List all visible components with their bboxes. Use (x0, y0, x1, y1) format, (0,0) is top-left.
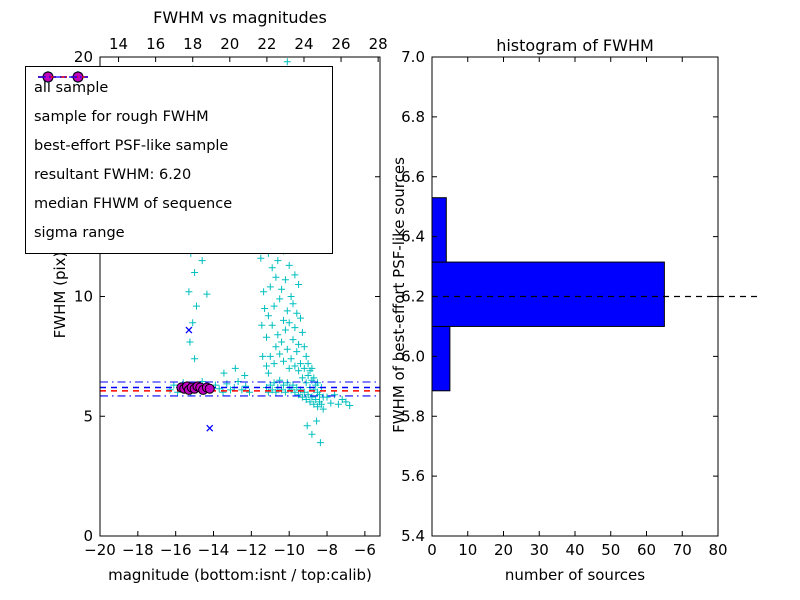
circle-marker-icon (42, 71, 84, 83)
legend-label-median-fwhm: median FHWM of sequence (34, 195, 233, 212)
histogram-bar (431, 197, 447, 263)
left-top-xtick-label: 26 (332, 35, 351, 53)
right-ytick-label: 6.4 (401, 228, 425, 246)
left-ytick-label: 20 (74, 48, 93, 66)
right-xtick-label: 0 (427, 541, 437, 559)
legend-row-psf-sample: best-effort PSF-like sample (26, 71, 332, 160)
right-ytick-label: 6.2 (401, 288, 425, 306)
right-xtick-label: 30 (530, 541, 549, 559)
psf-sample-point (204, 383, 215, 394)
left-top-xtick-label: 28 (369, 35, 388, 53)
histogram-bar (431, 261, 665, 327)
legend-label-resultant-fwhm: resultant FWHM: 6.20 (34, 166, 192, 183)
left-top-xtick-label: 16 (146, 35, 165, 53)
right-ytick-label: 7.0 (401, 48, 425, 66)
legend-row-sigma-range: sigma range (26, 76, 332, 247)
right-yaxis-label: FWHM of best-effort PSF-like sources (390, 157, 408, 433)
dashdot-line-icon (38, 76, 88, 78)
right-ytick-label: 6.6 (401, 168, 425, 186)
right-ytick-label: 5.8 (401, 407, 425, 425)
left-ytick-label: 10 (74, 288, 93, 306)
legend-label-rough-fwhm: sample for rough FWHM (34, 108, 209, 125)
right-ytick-label: 5.4 (401, 527, 425, 545)
left-top-xtick-label: 14 (109, 35, 128, 53)
legend-box: all sample sample for rough FWHM best-ef… (25, 66, 333, 254)
left-xtick-label: −16 (160, 541, 192, 559)
right-xtick-label: 70 (673, 541, 692, 559)
right-ytick-label: 6.0 (401, 347, 425, 365)
left-top-xtick-label: 20 (220, 35, 239, 53)
right-ytick-label: 6.8 (401, 108, 425, 126)
left-xtick-label: −6 (354, 541, 376, 559)
rough-sample-points (179, 326, 214, 432)
left-xtick-label: −14 (198, 541, 230, 559)
left-xtick-label: −10 (273, 541, 305, 559)
left-plot-title: FWHM vs magnitudes (153, 8, 327, 27)
left-top-xtick-label: 18 (183, 35, 202, 53)
left-ytick-label: 0 (83, 527, 93, 545)
left-xaxis-label: magnitude (bottom:isnt / top:calib) (108, 566, 372, 584)
legend-label-sigma-range: sigma range (34, 224, 125, 241)
left-xtick-label: −18 (122, 541, 154, 559)
legend-row-median-fwhm: median FHWM of sequence (26, 76, 332, 218)
right-plot-title: histogram of FWHM (496, 36, 654, 55)
legend-row-resultant-fwhm: resultant FWHM: 6.20 (26, 76, 332, 189)
right-xtick-label: 50 (601, 541, 620, 559)
left-top-xtick-label: 24 (294, 35, 313, 53)
left-top-xtick-label: 22 (257, 35, 276, 53)
left-ytick-label: 5 (83, 407, 93, 425)
right-ytick-label: 5.6 (401, 467, 425, 485)
right-xaxis-label: number of sources (504, 566, 646, 584)
right-xtick-label: 60 (637, 541, 656, 559)
left-xtick-label: −8 (316, 541, 338, 559)
dashed-line-icon (38, 76, 88, 78)
right-xtick-label: 80 (708, 541, 727, 559)
legend-label-psf-sample: best-effort PSF-like sample (34, 137, 229, 154)
right-xtick-label: 40 (565, 541, 584, 559)
scatter-plot-area (100, 58, 380, 447)
legend-label-all-sample: all sample (34, 79, 109, 96)
left-xtick-label: −12 (236, 541, 268, 559)
histogram-bar (431, 325, 451, 392)
legend-row-rough-fwhm: sample for rough FWHM (26, 72, 332, 131)
right-xtick-label: 10 (458, 541, 477, 559)
left-xtick-label: −20 (84, 541, 116, 559)
right-xtick-label: 20 (494, 541, 513, 559)
